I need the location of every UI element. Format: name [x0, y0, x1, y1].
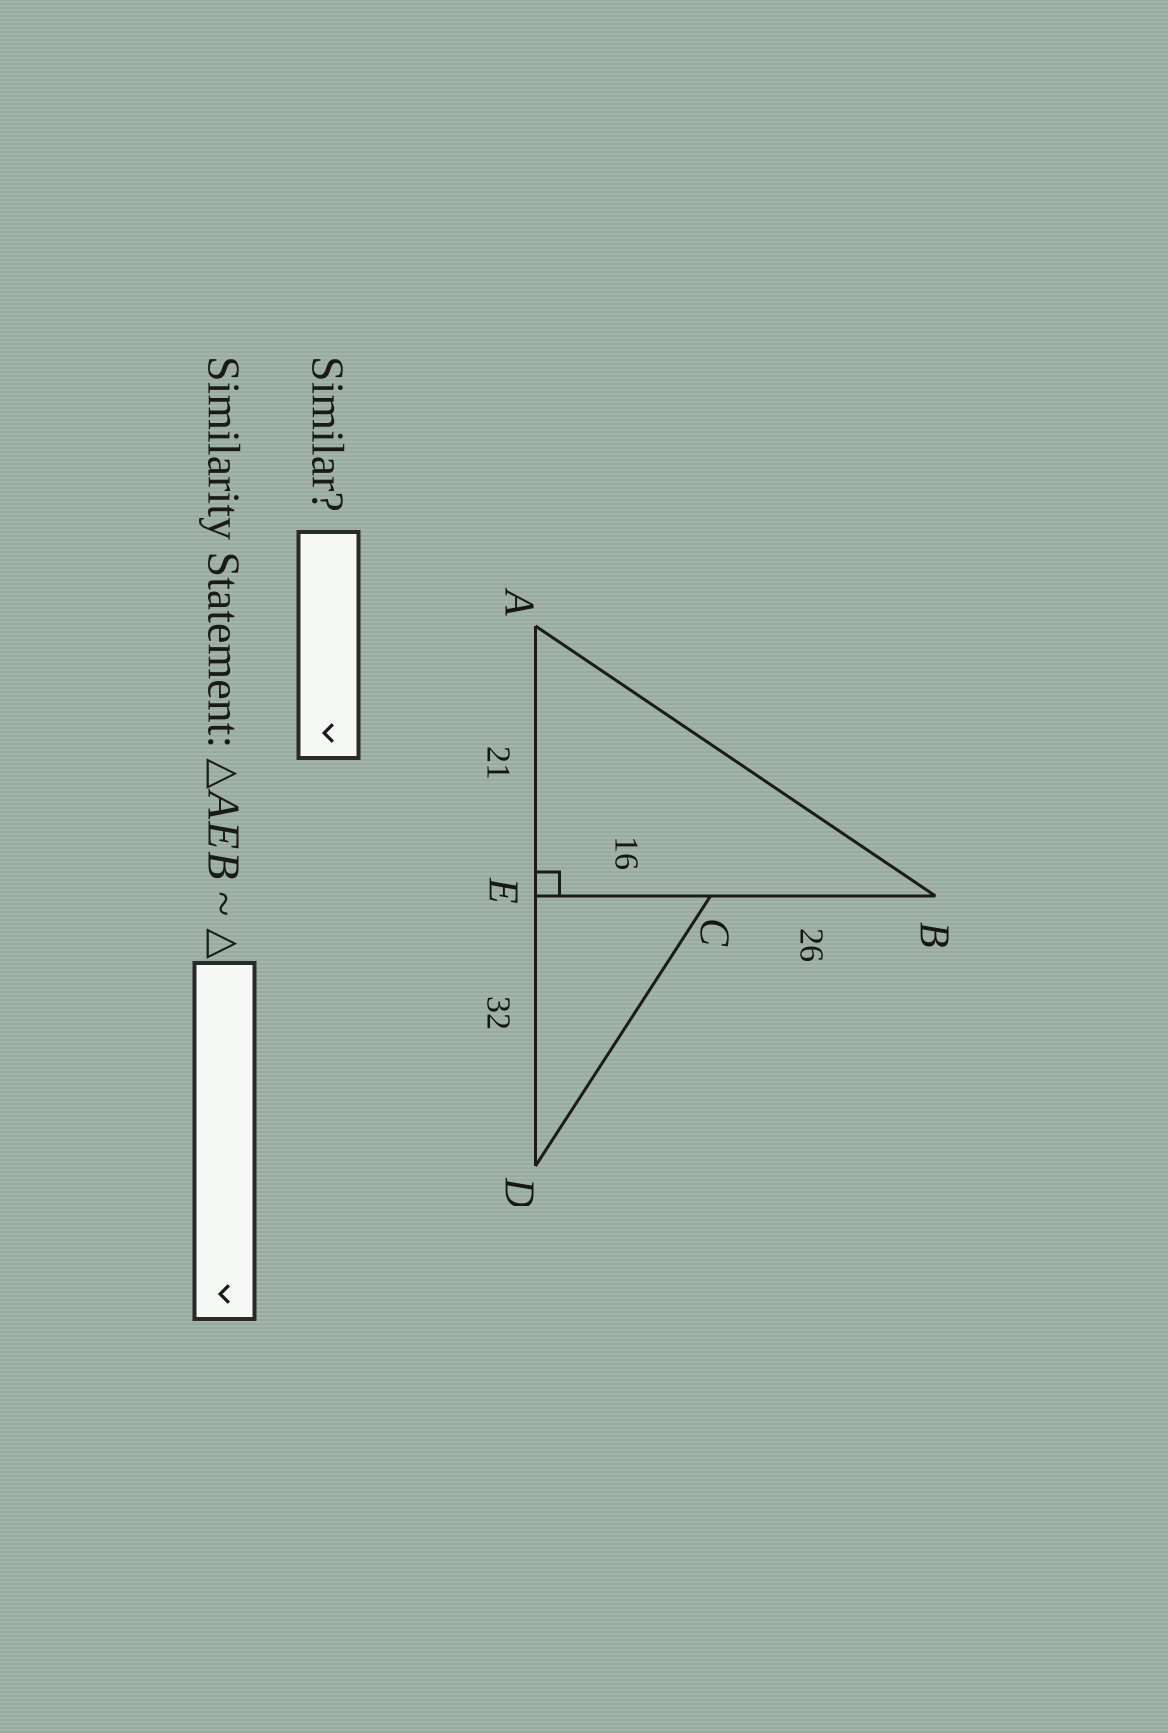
vertex-label-E: E — [480, 877, 526, 904]
right-angle-marker — [536, 872, 560, 896]
vertex-label-A: A — [496, 587, 542, 616]
edge-label-AE: 21 — [480, 746, 517, 780]
segment-AB — [536, 626, 936, 896]
vertex-label-B: B — [911, 922, 957, 948]
segment-CD — [536, 896, 711, 1166]
chevron-down-icon — [316, 720, 342, 746]
chevron-down-icon — [212, 1281, 238, 1307]
similarity-tilde: ~ — [198, 891, 251, 916]
triangle-symbol-lhs: △ — [202, 758, 248, 789]
edge-label-BC: 26 — [793, 928, 830, 962]
similar-select[interactable] — [297, 530, 361, 760]
screen-area: B C A E D 26 16 21 32 Similar? — [0, 0, 1168, 1733]
content-rotated: B C A E D 26 16 21 32 Similar? — [193, 316, 976, 1416]
similar-row: Similar? — [297, 316, 361, 1416]
vertex-label-D: D — [496, 1177, 542, 1206]
similarity-lhs: AEB — [198, 791, 251, 881]
geometry-svg: B C A E D 26 16 21 32 — [456, 566, 976, 1206]
triangle-symbol-rhs: △ — [202, 928, 248, 959]
similarity-rhs-select[interactable] — [193, 961, 257, 1321]
geometry-diagram: B C A E D 26 16 21 32 — [451, 566, 976, 1206]
edge-label-CE: 16 — [608, 836, 645, 870]
similarity-statement-row: Similarity Statement: △ AEB ~ △ — [193, 316, 257, 1416]
similarity-statement-label: Similarity Statement: — [198, 356, 251, 748]
edge-label-ED: 32 — [480, 996, 517, 1030]
vertex-label-C: C — [691, 918, 737, 947]
similar-label: Similar? — [302, 356, 355, 512]
